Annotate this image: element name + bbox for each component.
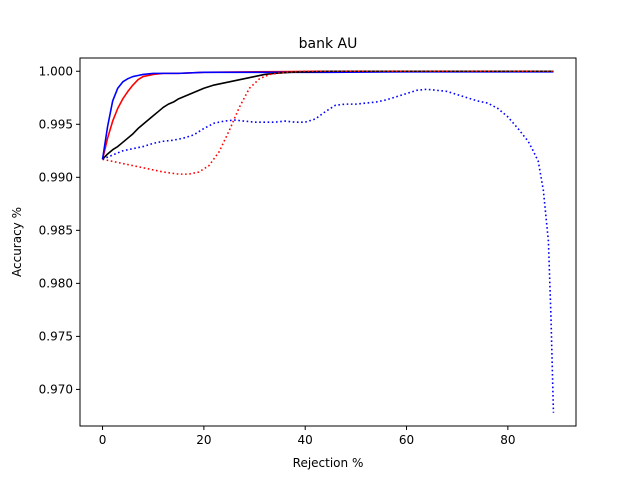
y-axis: 0.970 0.975 0.980 0.985 0.990 0.995 1.000 bbox=[39, 64, 80, 396]
x-tick-label: 80 bbox=[500, 433, 515, 447]
x-tick-label: 60 bbox=[399, 433, 414, 447]
y-tick-label: 0.980 bbox=[39, 276, 73, 290]
chart-title: bank AU bbox=[299, 36, 358, 52]
plot-frame bbox=[79, 57, 577, 427]
y-tick-label: 0.985 bbox=[39, 223, 73, 237]
series-line-5 bbox=[102, 88, 555, 413]
y-tick-label: 0.975 bbox=[39, 329, 73, 343]
y-tick-label: 0.995 bbox=[39, 117, 73, 131]
x-tick-label: 20 bbox=[196, 433, 211, 447]
x-axis-label: Rejection % bbox=[293, 456, 364, 470]
y-axis-label: Accuracy % bbox=[10, 207, 24, 277]
x-tick-label: 40 bbox=[298, 433, 313, 447]
plot-lines bbox=[101, 70, 555, 413]
y-tick-label: 0.990 bbox=[39, 170, 73, 184]
y-tick-label: 0.970 bbox=[39, 382, 73, 396]
series-line-2 bbox=[101, 70, 554, 160]
y-tick-label: 1.000 bbox=[39, 64, 73, 78]
series-line-4 bbox=[102, 70, 554, 175]
x-axis: 0 20 40 60 80 bbox=[99, 426, 515, 447]
x-tick-label: 0 bbox=[99, 433, 107, 447]
